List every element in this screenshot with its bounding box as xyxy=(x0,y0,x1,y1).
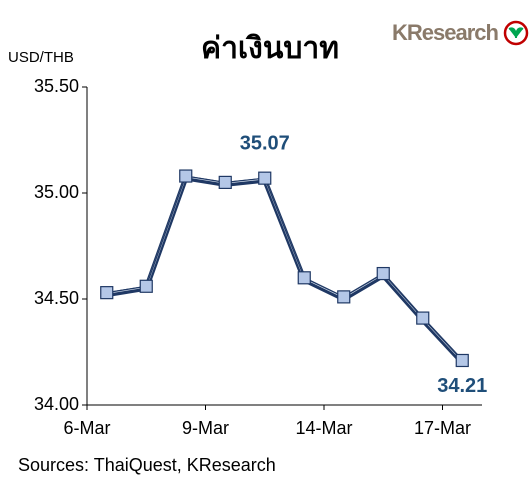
chart-title: ค่าเงินบาท xyxy=(201,32,339,65)
y-tick-label: 34.50 xyxy=(34,288,79,308)
x-tick-label: 14-Mar xyxy=(295,418,352,438)
data-point xyxy=(218,175,232,189)
logo-text: KResearch xyxy=(392,20,499,45)
line-highlight xyxy=(106,175,463,362)
data-point xyxy=(179,169,193,183)
value-label: 35.07 xyxy=(240,132,290,154)
line-shadow xyxy=(106,175,465,365)
logo-icon xyxy=(503,20,529,46)
data-point xyxy=(258,171,272,185)
data-point xyxy=(337,290,351,304)
data-point xyxy=(416,311,430,325)
x-tick-label: 6-Mar xyxy=(63,418,110,438)
data-point xyxy=(139,279,153,293)
data-point xyxy=(455,353,469,368)
data-point xyxy=(297,271,311,285)
value-label: 34.21 xyxy=(437,375,487,397)
x-tick-label: 9-Mar xyxy=(182,418,229,438)
source-note: Sources: ThaiQuest, KResearch xyxy=(18,455,276,475)
y-axis-label: USD/THB xyxy=(8,49,74,66)
y-tick-label: 35.50 xyxy=(34,76,79,96)
y-tick-label: 34.00 xyxy=(34,394,79,414)
series-line xyxy=(106,175,463,361)
y-tick-label: 35.00 xyxy=(34,182,79,202)
data-point xyxy=(376,266,390,281)
x-tick-label: 17-Mar xyxy=(414,418,471,438)
data-point xyxy=(100,286,114,300)
